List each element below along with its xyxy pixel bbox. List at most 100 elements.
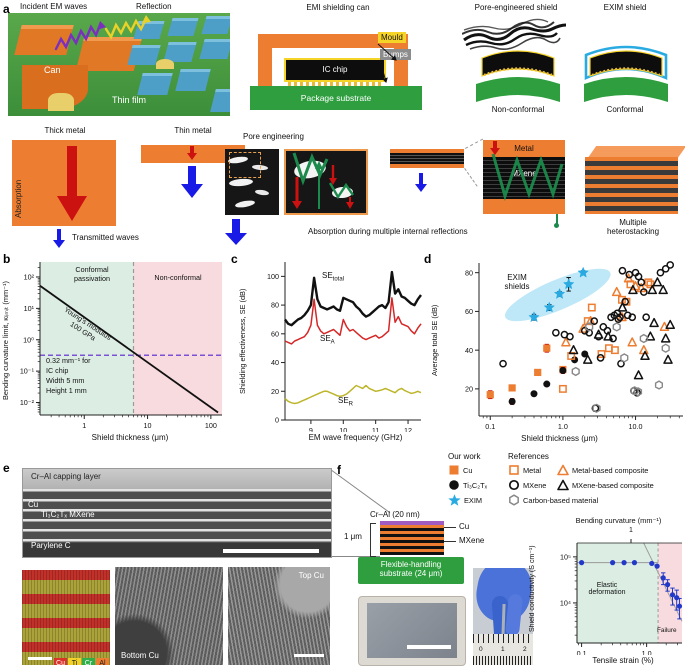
series-square-filled [486,343,567,400]
circle-open-icon [508,479,520,491]
thickness-bracket [370,523,376,557]
emi-can-title: EMI shielding can [306,3,370,12]
reflection-label: Reflection [136,2,172,11]
scene-3d-illustration: Can Thin film [8,13,230,116]
panel-label-c: c [231,252,238,266]
exposed-die [156,59,174,69]
small-absorption-arrow-icon [187,146,197,160]
ic-chip-box: IC chip [284,58,386,82]
chart-d-svg: 0.1 1.0 10.0 20 40 60 80 [465,261,683,431]
scale-bar [223,549,319,553]
svg-text:20: 20 [271,387,279,396]
svg-text:0.1: 0.1 [577,649,587,655]
panel-label-e: e [3,461,10,475]
scale-bar [407,645,451,649]
sem-cross-section-image: Cr–Al capping layer Cu Ti₃C₂Tₓ MXene Par… [22,468,332,558]
svg-text:0.1: 0.1 [485,422,495,431]
series-circle-filled [508,350,589,405]
handling-photo: 0 1 2 [473,568,533,665]
series-triangle-open [568,277,675,380]
svg-text:1: 1 [82,421,86,430]
legend-item-cu: Cu [448,464,472,476]
square-filled-icon [449,465,459,475]
eds-chip-ti: Ti [68,658,81,665]
scale-bar [294,654,324,657]
svg-text:80: 80 [465,268,473,277]
transmitted-arrow-icon [225,219,247,245]
ruler-number: 0 [479,646,483,653]
mxene-leader-line [444,541,456,542]
cr-al-capping-label: Cr–Al (20 nm) [370,510,420,519]
legend-item-exim: EXIM [448,494,482,507]
pore-sem-panel [225,149,279,215]
flexible-substrate-box: Flexible-handling substrate (24 μm) [358,557,464,584]
svg-text:10¹: 10¹ [24,304,35,313]
thin-film-tile [175,69,211,91]
film-sample [367,603,457,658]
em-wave-icon [54,15,151,51]
non-conformal-caption: Non-conformal [491,105,545,114]
pore-engineering-title: Pore engineering [243,132,304,141]
exim-shield-title: EXIM shield [603,3,647,12]
stack-thickness-label: 1 μm [344,532,362,541]
svg-text:40: 40 [271,358,279,367]
exim-shield-diagram [584,45,668,102]
chart-b-note: 0.32 mm⁻¹ for IC chip Width 5 mm Height … [46,356,91,395]
svg-text:12: 12 [404,426,412,432]
se-total-label: SEtotal [322,271,345,283]
circle-filled-icon [449,480,459,490]
bottom-cu-label: Bottom Cu [121,651,159,660]
chart-c-svg: 9 10 11 12 0 20 40 60 80 100 [267,262,422,432]
se-a-label: SEA [320,334,335,346]
triangle-open-orange-icon [557,464,569,476]
ic-die [48,93,74,111]
metal-mxene-stack: Metal MXene [483,140,565,214]
transmitted-arrow-icon [53,229,65,248]
zoom-connector-line [331,470,391,514]
internal-reflection-arrows [292,152,354,209]
internal-reflection-label: Absorption during multiple internal refl… [308,227,468,236]
thin-film-tile [210,89,230,112]
svg-text:10⁴: 10⁴ [560,599,571,608]
pore-zoom-panel [284,149,368,215]
transmitted-arrow-icon [181,166,203,198]
failure-label: Failure [657,627,677,634]
svg-text:10.0: 10.0 [629,422,643,431]
svg-text:20: 20 [465,384,473,393]
incident-em-waves-label: Incident EM waves [20,2,88,11]
legend-item-mxene-ref: MXene [508,479,546,491]
absorption-connector-dot [554,223,559,228]
svg-text:10: 10 [144,421,152,430]
mould-label: Mould [378,32,406,44]
cu-stack-label: Cu [459,522,470,531]
square-open-icon [509,465,519,475]
panel-label-b: b [3,252,11,266]
panel-label-a: a [3,2,10,16]
transmitted-arrow-icon [415,173,427,192]
ruler-number: 1 [501,646,505,653]
cu-mxene-stack [380,525,444,555]
exim-shields-annotation: EXIM shields [504,273,530,292]
tem-image-top-cu: Top Cu [228,567,330,665]
eds-legend: Cu Ti Cr Al [54,652,110,665]
thin-film-tile [201,16,230,34]
legend-our-work-header: Our work [448,452,481,461]
non-conformal-region-label: Non-conformal [154,273,202,282]
metal-layer-bottom [483,199,565,214]
mxene-layer-label: Ti₃C₂Tₓ MXene [41,510,95,519]
eds-chip-al: Al [96,658,109,665]
solder-bumps [288,82,382,86]
chart-c-xlabel: EM wave frequency (GHz) [308,433,403,442]
film-photo [358,596,466,666]
chart-c-ylabel: Shielding effectiveness, SE (dB) [238,288,247,394]
thin-metal-title: Thin metal [174,126,212,135]
legend-item-metal: Metal [508,464,541,476]
scale-bar [28,657,52,660]
legend-item-carbon: Carbon-based material [508,494,598,506]
chart-b-svg: 1 10 100 10⁻² 10⁻¹ 10⁰ 10¹ 10² [20,262,222,430]
capping-layer-label: Cr–Al capping layer [31,472,101,481]
chart-f-ylabel: Shield conductivity (S cm⁻¹) [529,545,536,633]
svg-text:1.0: 1.0 [558,422,568,431]
eds-chip-cr: Cr [82,658,95,665]
